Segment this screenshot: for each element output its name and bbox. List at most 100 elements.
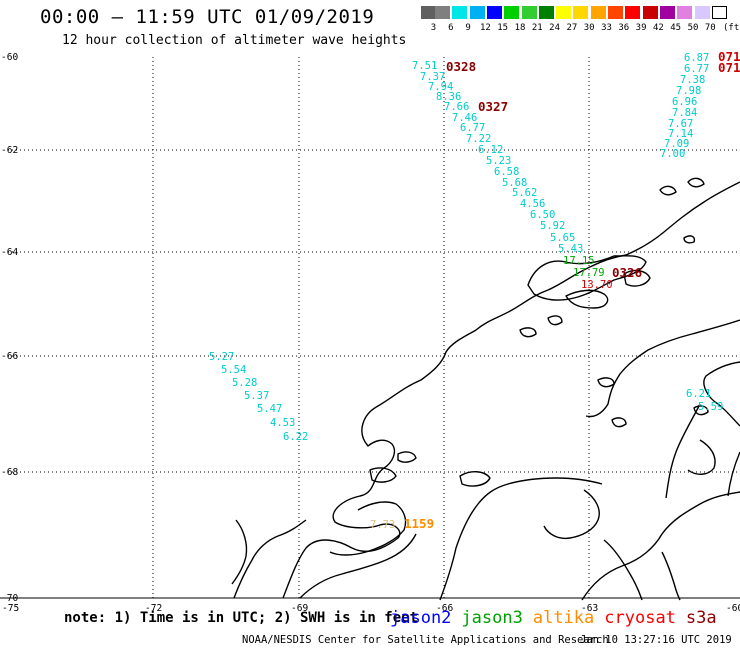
legend-swatch [590,6,606,19]
legend-unit: (ft) [723,23,740,33]
legend-swatch [625,6,641,19]
track-value: 7.09 [664,138,689,150]
legend-label: 33 [601,23,612,33]
timestamp-text: Jan 10 13:27:16 UTC 2019 [580,634,732,646]
track-value: 5.62 [512,187,537,199]
pass-label: 071 [718,60,740,75]
legend-label: 50 [687,23,699,33]
legend-label: 70 [704,23,716,33]
longitude-label: -60 [726,603,740,614]
footer-note: note: 1) Time is in UTC; 2) SWH is in fe… [64,610,419,626]
latitude-label: -62 [1,145,18,156]
track-value: 5.47 [257,403,282,415]
track-value: 4.53 [270,417,295,429]
longitude-label: -72 [145,603,162,614]
legend-label: 21 [531,23,543,33]
legend-swatch [573,6,589,19]
latitude-label: -68 [1,467,18,478]
satellite-legend: jason2 jason3 altika cryosat s3a [390,608,727,628]
legend-label: 9 [465,23,471,33]
track-value: 7.66 [444,101,469,113]
legend-label: 18 [514,23,526,33]
legend-swatch [711,6,727,19]
latitude-label: -70 [1,593,18,604]
legend-swatch [659,6,675,19]
track-value: 7.38 [680,74,705,86]
latitude-label: -64 [1,247,18,258]
legend-label: 12 [479,23,491,33]
legend-label: 24 [549,23,561,33]
legend-label: 30 [583,23,595,33]
track-value: 6.12 [478,144,503,156]
track-value: 5.54 [221,364,246,376]
legend-label: 27 [566,23,578,33]
track-value: 5.37 [244,390,269,402]
legend-swatch [521,6,537,19]
pass-label: 071 [718,49,740,64]
legend-swatch [556,6,572,19]
satellite-s3a: s3a [685,608,717,628]
legend-swatch [608,6,623,19]
track-value: 5.28 [232,377,257,389]
longitude-label: -69 [291,603,308,614]
track-value: 5.43 [558,243,583,255]
satellite-cryosat: cryosat [604,608,676,628]
track-value: 6.50 [530,209,555,221]
latitude-label: -60 [1,52,18,63]
legend-label: 36 [618,23,630,33]
lat-lon-grid: -60 -62 -64 -66 -68 -70-75 -72 -69 -66 -63 -60 [0,52,740,614]
pass-label: 0327 [478,99,508,114]
pass-label: 0328 [446,59,476,74]
track-value: 7.94 [428,81,453,93]
legend-label: 45 [670,23,682,33]
legend-label: 15 [497,23,509,33]
track-value: 5.92 [540,220,565,232]
legend-swatch [694,6,710,19]
credit-text: NOAA/NESDIS Center for Satellite Applica… [242,634,609,646]
track-value: 7.00 [660,148,685,160]
latitude-label: -66 [1,351,18,362]
track-value: 6.87 [684,52,709,64]
satellite-jason3: jason3 [461,608,523,628]
legend-label: 3 [430,23,437,33]
track-value: 7.51 [412,60,437,72]
legend-label: 42 [652,23,664,33]
legend-swatch [538,6,554,19]
track-value: 7.22 [466,133,491,145]
track-value: 6.58 [494,166,519,178]
satellite-jason2: jason2 [390,608,452,628]
track-value: 7.67 [668,118,693,130]
track-value: 6.21 [686,388,711,400]
track-value: 8.36 [436,91,461,103]
track-value: 6.77 [460,122,485,134]
track-value: 7.14 [668,128,693,140]
legend-label: 6 [448,23,454,33]
track-value: 7.98 [676,85,701,97]
track-value: 17.15 [563,255,595,267]
legend-swatch [469,6,485,19]
legend-swatch [642,6,658,19]
legend-swatch [435,6,450,19]
longitude-label: -75 [2,603,19,614]
track-value: 13.70 [581,279,613,291]
legend-swatch-start [421,6,436,19]
legend-swatch [452,6,468,19]
map-subtitle: 12 hour collection of altimeter wave hei… [62,33,407,48]
coastline [231,177,740,601]
satellite-altika: altika [532,608,595,628]
pass-label: 0326 [612,265,642,280]
longitude-label: -63 [581,603,598,614]
track-value: 5.59 [698,401,723,413]
track-value: 4.56 [520,198,545,210]
track-value: 7.46 [452,112,477,124]
pass-label: 1159 [404,516,434,531]
legend-label: 39 [635,23,647,33]
track-value: 5.68 [502,177,527,189]
track-value: 7.84 [672,107,697,119]
track-value: 17.79 [573,267,605,279]
track-value: 6.22 [283,431,308,443]
legend-swatch [677,6,693,19]
track-value: 7.73 [370,519,395,531]
